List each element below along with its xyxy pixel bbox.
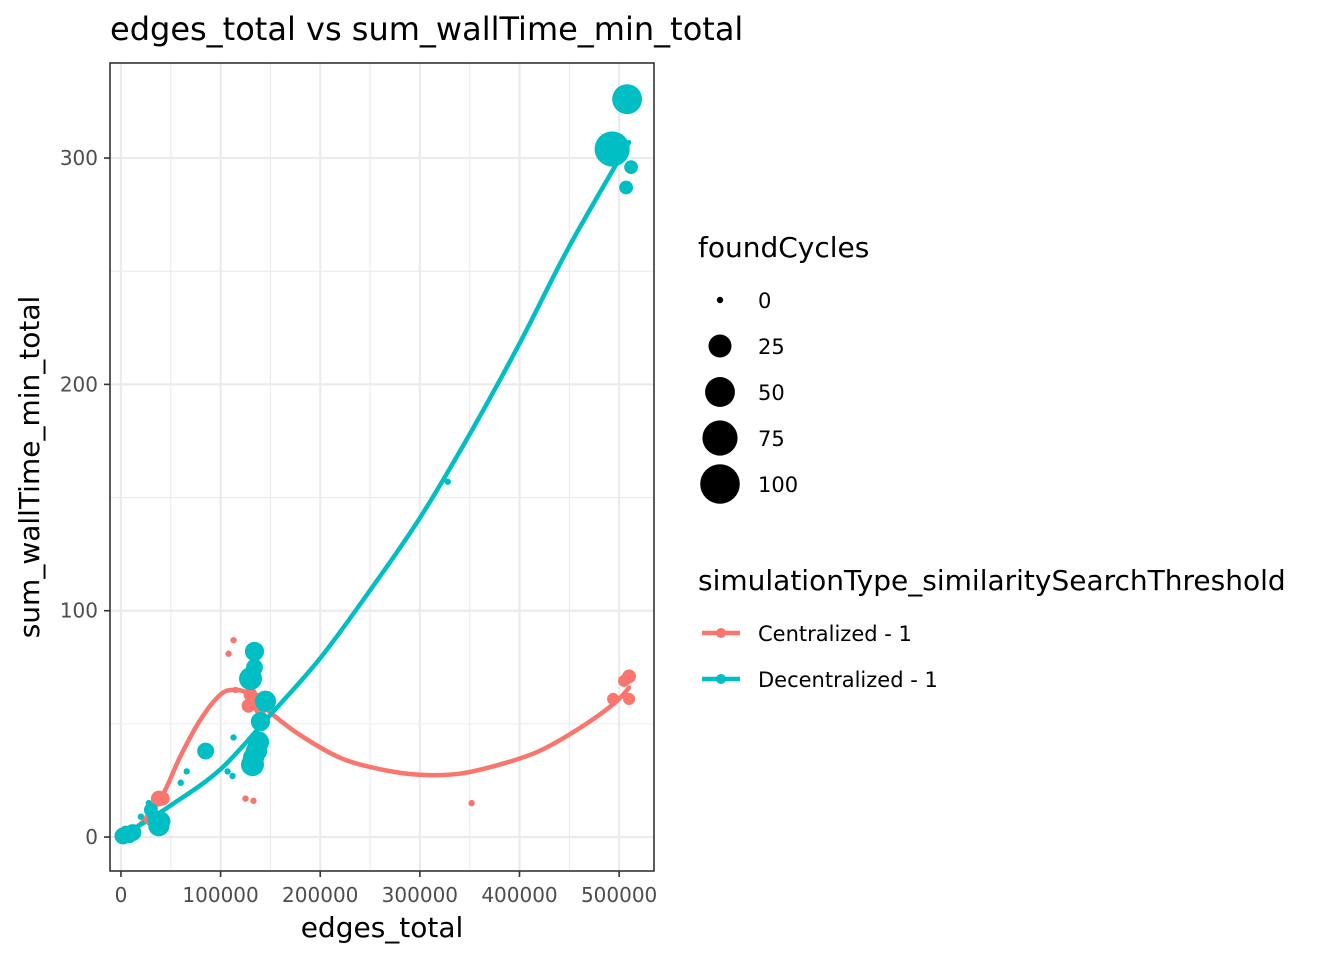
size-legend-label: 100 — [758, 473, 798, 497]
x-tick-label: 500000 — [581, 883, 657, 907]
x-axis: 0 100000 200000 300000 400000 500000 — [115, 871, 657, 907]
grid-minor — [110, 63, 654, 871]
size-legend-title: foundCycles — [698, 231, 869, 264]
color-legend-key — [716, 674, 726, 684]
color-legend-label: Centralized - 1 — [758, 622, 912, 646]
y-tick-label: 200 — [60, 372, 98, 396]
x-tick-label: 200000 — [282, 883, 358, 907]
y-tick-label: 0 — [85, 825, 98, 849]
y-tick-label: 300 — [60, 146, 98, 170]
data-point — [229, 772, 236, 780]
data-point — [623, 692, 636, 706]
data-point — [183, 768, 190, 775]
size-legend-key — [702, 420, 738, 456]
data-point — [246, 658, 263, 676]
x-axis-title: edges_total — [301, 911, 464, 944]
data-point — [444, 478, 451, 485]
data-points — [114, 84, 643, 845]
data-point — [230, 636, 237, 644]
size-legend-label: 50 — [758, 381, 785, 405]
data-point — [618, 674, 631, 687]
size-legend-key — [700, 464, 740, 504]
data-point — [250, 711, 271, 732]
size-legend-key — [705, 377, 735, 407]
color-legend: simulationType_similaritySearchThreshold… — [698, 564, 1286, 692]
chart-title: edges_total vs sum_wallTime_min_total — [110, 10, 743, 48]
size-legend-key — [708, 334, 732, 358]
smooth-line — [118, 139, 632, 840]
data-point — [594, 131, 630, 167]
data-point — [143, 802, 158, 817]
data-point — [155, 791, 170, 806]
size-legend-label: 75 — [758, 427, 785, 451]
data-point — [224, 768, 231, 775]
x-tick-label: 0 — [115, 883, 128, 907]
data-point — [244, 641, 265, 662]
data-point — [607, 692, 620, 706]
data-point — [241, 698, 256, 713]
size-legend-label: 25 — [758, 335, 785, 359]
data-point — [145, 799, 153, 807]
color-legend-label: Decentralized - 1 — [758, 668, 938, 692]
data-point — [468, 799, 475, 807]
size-legend-key — [716, 296, 724, 304]
data-point — [619, 180, 634, 195]
y-axis: 0 100 200 300 — [60, 146, 110, 849]
data-point — [137, 813, 145, 820]
grid-major — [110, 63, 654, 871]
smooth-line — [118, 685, 632, 840]
data-point — [254, 690, 277, 712]
data-point — [197, 742, 215, 760]
data-point — [119, 825, 133, 840]
plot-border — [109, 62, 655, 872]
smooth-lines — [118, 139, 632, 840]
data-point — [177, 779, 184, 786]
size-legend: foundCycles 0 25 50 75 100 — [698, 231, 869, 504]
y-axis-title: sum_wallTime_min_total — [13, 296, 46, 639]
data-point — [624, 160, 638, 175]
y-tick-label: 100 — [60, 599, 98, 623]
size-legend-label: 0 — [758, 289, 771, 313]
data-point — [225, 650, 232, 657]
color-legend-title: simulationType_similaritySearchThreshold — [698, 564, 1286, 597]
color-legend-key — [716, 628, 726, 638]
data-point — [612, 84, 643, 115]
data-point — [232, 686, 239, 694]
data-point — [250, 797, 257, 805]
x-tick-label: 300000 — [382, 883, 458, 907]
data-point — [247, 731, 270, 753]
data-point — [230, 734, 237, 741]
x-tick-label: 400000 — [481, 883, 557, 907]
plot-panel — [110, 63, 654, 871]
x-tick-label: 100000 — [182, 883, 258, 907]
data-point — [243, 687, 258, 702]
data-point — [242, 795, 249, 802]
